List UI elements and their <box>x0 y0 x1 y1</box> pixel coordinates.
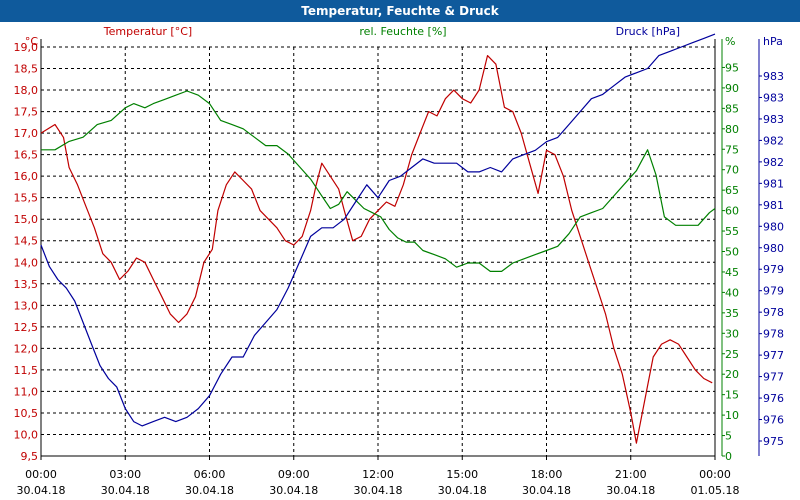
x-tick-date: 30.04.18 <box>185 484 234 497</box>
temperature-tick-label: 10,5 <box>14 407 39 420</box>
pressure-tick-label: 981 <box>763 177 784 190</box>
pressure-tick-label: 976 <box>763 392 784 405</box>
temperature-axis-title: Temperatur [°C] <box>103 25 192 38</box>
x-tick-date: 30.04.18 <box>606 484 655 497</box>
humidity-tick-label: 85 <box>725 102 739 115</box>
pressure-axis-title: Druck [hPa] <box>616 25 680 38</box>
pressure-tick-label: 981 <box>763 199 784 212</box>
pressure-tick-label: 982 <box>763 156 784 169</box>
temperature-unit: °C <box>25 35 39 48</box>
humidity-tick-label: 20 <box>725 368 739 381</box>
temperature-tick-label: 16,5 <box>14 149 39 162</box>
labels-group: 9,5 10,0 10,5 11,0 11,5 12,0 12,5 13,0 13,5 14,0 1… <box>14 25 785 497</box>
temperature-tick-label: 19,0 <box>14 41 39 54</box>
temperature-tick-label: 14,0 <box>14 256 39 269</box>
pressure-tick-label: 975 <box>763 435 784 448</box>
temperature-tick-label: 18,0 <box>14 84 39 97</box>
temperature-tick-label: 11,0 <box>14 385 39 398</box>
temperature-tick-label: 17,0 <box>14 127 39 140</box>
grid <box>41 46 715 456</box>
x-tick-date: 30.04.18 <box>522 484 571 497</box>
x-tick-date: 30.04.18 <box>269 484 318 497</box>
chart-title: Temperatur, Feuchte & Druck <box>0 0 800 22</box>
humidity-tick-label: 0 <box>725 450 732 463</box>
temperature-tick-label: 15,5 <box>14 192 39 205</box>
humidity-tick-label: 10 <box>725 409 739 422</box>
pressure-tick-label: 977 <box>763 349 784 362</box>
x-tick-time: 12:00 <box>362 468 394 481</box>
humidity-tick-label: 70 <box>725 164 739 177</box>
humidity-axis-title: rel. Feuchte [%] <box>359 25 446 38</box>
x-tick-time: 15:00 <box>446 468 478 481</box>
x-tick-time: 09:00 <box>278 468 310 481</box>
pressure-unit: hPa <box>763 35 783 48</box>
temperature-tick-label: 14,5 <box>14 235 39 248</box>
x-tick-date: 30.04.18 <box>354 484 403 497</box>
x-tick-time: 18:00 <box>531 468 563 481</box>
temperature-tick-label: 13,5 <box>14 278 39 291</box>
temperature-tick-label: 11,5 <box>14 364 39 377</box>
series-group <box>40 33 716 444</box>
humidity-tick-label: 45 <box>725 266 739 279</box>
humidity-tick-label: 95 <box>725 61 739 74</box>
series-line-humidity <box>41 90 716 272</box>
x-tick-date: 30.04.18 <box>17 484 66 497</box>
pressure-tick-label: 978 <box>763 306 784 319</box>
pressure-tick-label: 979 <box>763 263 784 276</box>
humidity-tick-label: 40 <box>725 286 739 299</box>
x-tick-date: 01.05.18 <box>691 484 740 497</box>
humidity-tick-label: 35 <box>725 307 739 320</box>
humidity-tick-label: 90 <box>725 82 739 95</box>
temperature-tick-label: 17,5 <box>14 106 39 119</box>
pressure-tick-label: 976 <box>763 414 784 427</box>
temperature-tick-label: 13,0 <box>14 299 39 312</box>
humidity-unit: % <box>725 35 735 48</box>
pressure-tick-label: 982 <box>763 134 784 147</box>
pressure-tick-label: 983 <box>763 113 784 126</box>
x-tick-time: 00:00 <box>699 468 731 481</box>
pressure-tick-label: 977 <box>763 371 784 384</box>
temperature-tick-label: 9,5 <box>21 450 39 463</box>
x-tick-time: 00:00 <box>25 468 57 481</box>
temperature-tick-label: 12,5 <box>14 321 39 334</box>
humidity-tick-label: 15 <box>725 389 739 402</box>
x-tick-time: 03:00 <box>109 468 141 481</box>
humidity-tick-label: 65 <box>725 184 739 197</box>
humidity-tick-label: 25 <box>725 348 739 361</box>
temperature-tick-label: 10,0 <box>14 428 39 441</box>
humidity-tick-label: 30 <box>725 327 739 340</box>
temperature-tick-label: 12,0 <box>14 342 39 355</box>
temperature-tick-label: 18,5 <box>14 63 39 76</box>
temperature-tick-label: 16,0 <box>14 170 39 183</box>
series-line-pressure <box>40 33 716 427</box>
pressure-tick-label: 978 <box>763 328 784 341</box>
humidity-tick-label: 5 <box>725 430 732 443</box>
humidity-tick-label: 55 <box>725 225 739 238</box>
series-line-temperature <box>40 55 713 444</box>
x-tick-date: 30.04.18 <box>438 484 487 497</box>
x-tick-time: 21:00 <box>615 468 647 481</box>
pressure-tick-label: 979 <box>763 285 784 298</box>
pressure-tick-label: 980 <box>763 220 784 233</box>
x-tick-date: 30.04.18 <box>101 484 150 497</box>
temperature-tick-label: 15,0 <box>14 213 39 226</box>
humidity-tick-label: 80 <box>725 123 739 136</box>
pressure-tick-label: 983 <box>763 91 784 104</box>
pressure-tick-label: 983 <box>763 70 784 83</box>
x-tick-time: 06:00 <box>194 468 226 481</box>
axes <box>40 39 762 460</box>
pressure-tick-label: 980 <box>763 242 784 255</box>
humidity-tick-label: 50 <box>725 246 739 259</box>
humidity-tick-label: 75 <box>725 143 739 156</box>
humidity-tick-label: 60 <box>725 205 739 218</box>
